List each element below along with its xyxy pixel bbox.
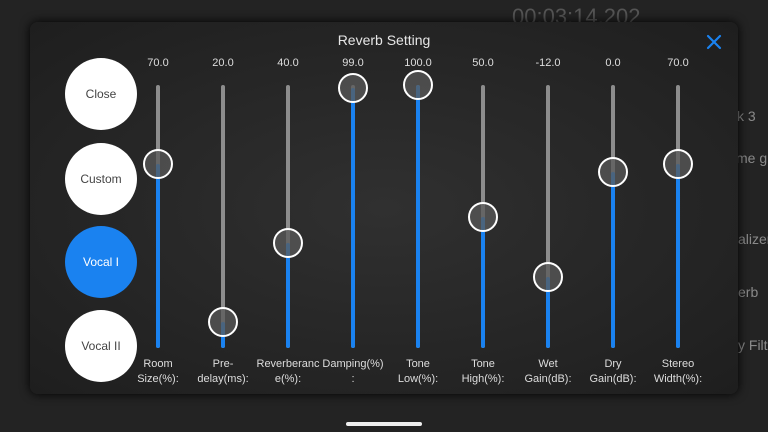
bg-text: me g <box>736 150 768 166</box>
slider-label: Pre-delay(ms): <box>197 358 249 385</box>
dialog <box>30 22 738 394</box>
bg-text: erb <box>738 284 759 300</box>
slider-fill <box>416 85 420 348</box>
slider-value: -12.0 <box>535 57 561 69</box>
slider-knob[interactable] <box>468 201 498 232</box>
preset-button[interactable]: Custom <box>65 143 137 215</box>
slider-fill <box>611 171 615 348</box>
slider-knob[interactable] <box>338 72 368 103</box>
slider-value: 100.0 <box>404 57 432 69</box>
slider-value: 20.0 <box>212 57 234 69</box>
slider-value: 70.0 <box>147 57 169 69</box>
preset-button[interactable]: Vocal II <box>65 310 137 382</box>
bg-text: y Filt <box>738 337 768 353</box>
slider-knob[interactable] <box>598 156 628 187</box>
slider-fill <box>546 276 550 348</box>
preset-button[interactable]: Vocal I <box>65 226 137 298</box>
slider-label: Tone Low(%): <box>397 358 439 385</box>
slider-value: 99.0 <box>342 57 364 69</box>
slider-label: Reverberance(%): <box>256 358 320 385</box>
slider-knob[interactable] <box>403 70 433 100</box>
slider-label: Tone High(%): <box>461 358 505 385</box>
slider-value: 70.0 <box>667 57 689 69</box>
slider-label: Wet Gain(dB): <box>524 358 572 385</box>
slider-label: Room Size(%): <box>137 358 179 385</box>
slider-label: Stereo Width(%): <box>653 358 703 385</box>
slider-value: 0.0 <box>605 57 621 69</box>
slider-knob[interactable] <box>533 261 563 292</box>
slider-track[interactable] <box>546 85 550 348</box>
slider-value: 50.0 <box>472 57 494 69</box>
preset-button[interactable]: Close <box>65 58 137 130</box>
slider-knob[interactable] <box>663 148 693 179</box>
home-indicator <box>346 422 422 426</box>
slider-fill <box>351 87 355 348</box>
slider-value: 40.0 <box>277 57 299 69</box>
close-button[interactable] <box>703 31 725 53</box>
slider-label: Dry Gain(dB): <box>589 358 637 385</box>
slider-knob[interactable] <box>273 227 303 258</box>
dialog-title: Reverb Setting <box>337 32 431 48</box>
slider-knob[interactable] <box>208 306 238 337</box>
slider-fill <box>286 242 290 348</box>
bg-text: k 3 <box>737 108 756 124</box>
slider-knob[interactable] <box>143 148 173 179</box>
slider-label: Damping(%): <box>322 358 384 385</box>
slider-fill <box>156 163 160 348</box>
slider-track[interactable] <box>221 85 225 348</box>
slider-fill <box>481 216 485 348</box>
slider-track[interactable] <box>286 85 290 348</box>
bg-text: alizer <box>738 231 768 247</box>
slider-fill <box>676 163 680 348</box>
